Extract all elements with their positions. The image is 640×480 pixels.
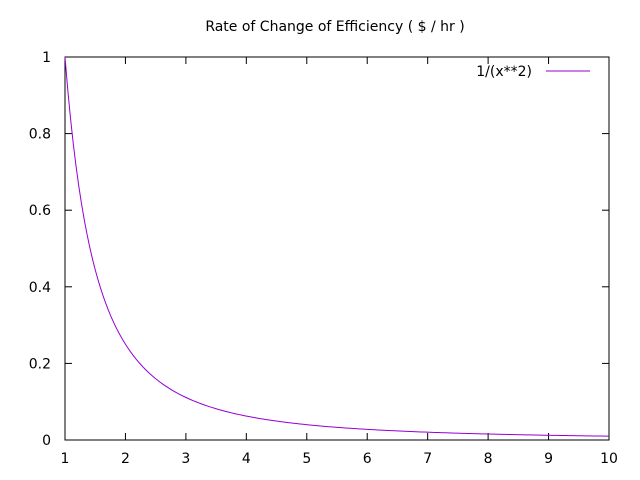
- x-tick-label: 10: [600, 451, 618, 467]
- y-tick-label: 0: [42, 433, 51, 449]
- legend-label: 1/(x**2): [476, 64, 532, 80]
- x-tick-label: 5: [302, 451, 311, 467]
- x-tick-label: 1: [61, 451, 70, 467]
- legend: 1/(x**2): [476, 64, 590, 80]
- y-tick-label: 0.2: [29, 356, 51, 372]
- y-tick-label: 0.4: [29, 280, 51, 296]
- chart-title: Rate of Change of Efficiency ( $ / hr ): [205, 19, 464, 35]
- series-layer: [64, 56, 610, 437]
- x-tick-label: 6: [363, 451, 372, 467]
- x-tick-label: 4: [242, 451, 251, 467]
- y-tick-label: 0.6: [29, 203, 51, 219]
- y-tick-label: 1: [42, 50, 51, 66]
- x-axis: 1 2 3 4 5 6 7 8 9 10: [61, 57, 618, 467]
- y-tick-label: 0.8: [29, 127, 51, 143]
- y-axis: 0 0.2 0.4 0.6 0.8 1: [29, 50, 609, 449]
- x-tick-label: 8: [484, 451, 493, 467]
- x-tick-label: 3: [181, 451, 190, 467]
- x-tick-label: 7: [423, 451, 432, 467]
- series-line: [64, 56, 610, 437]
- x-tick-label: 2: [121, 451, 130, 467]
- x-tick-label: 9: [544, 451, 553, 467]
- plot-area-frame: [64, 56, 610, 441]
